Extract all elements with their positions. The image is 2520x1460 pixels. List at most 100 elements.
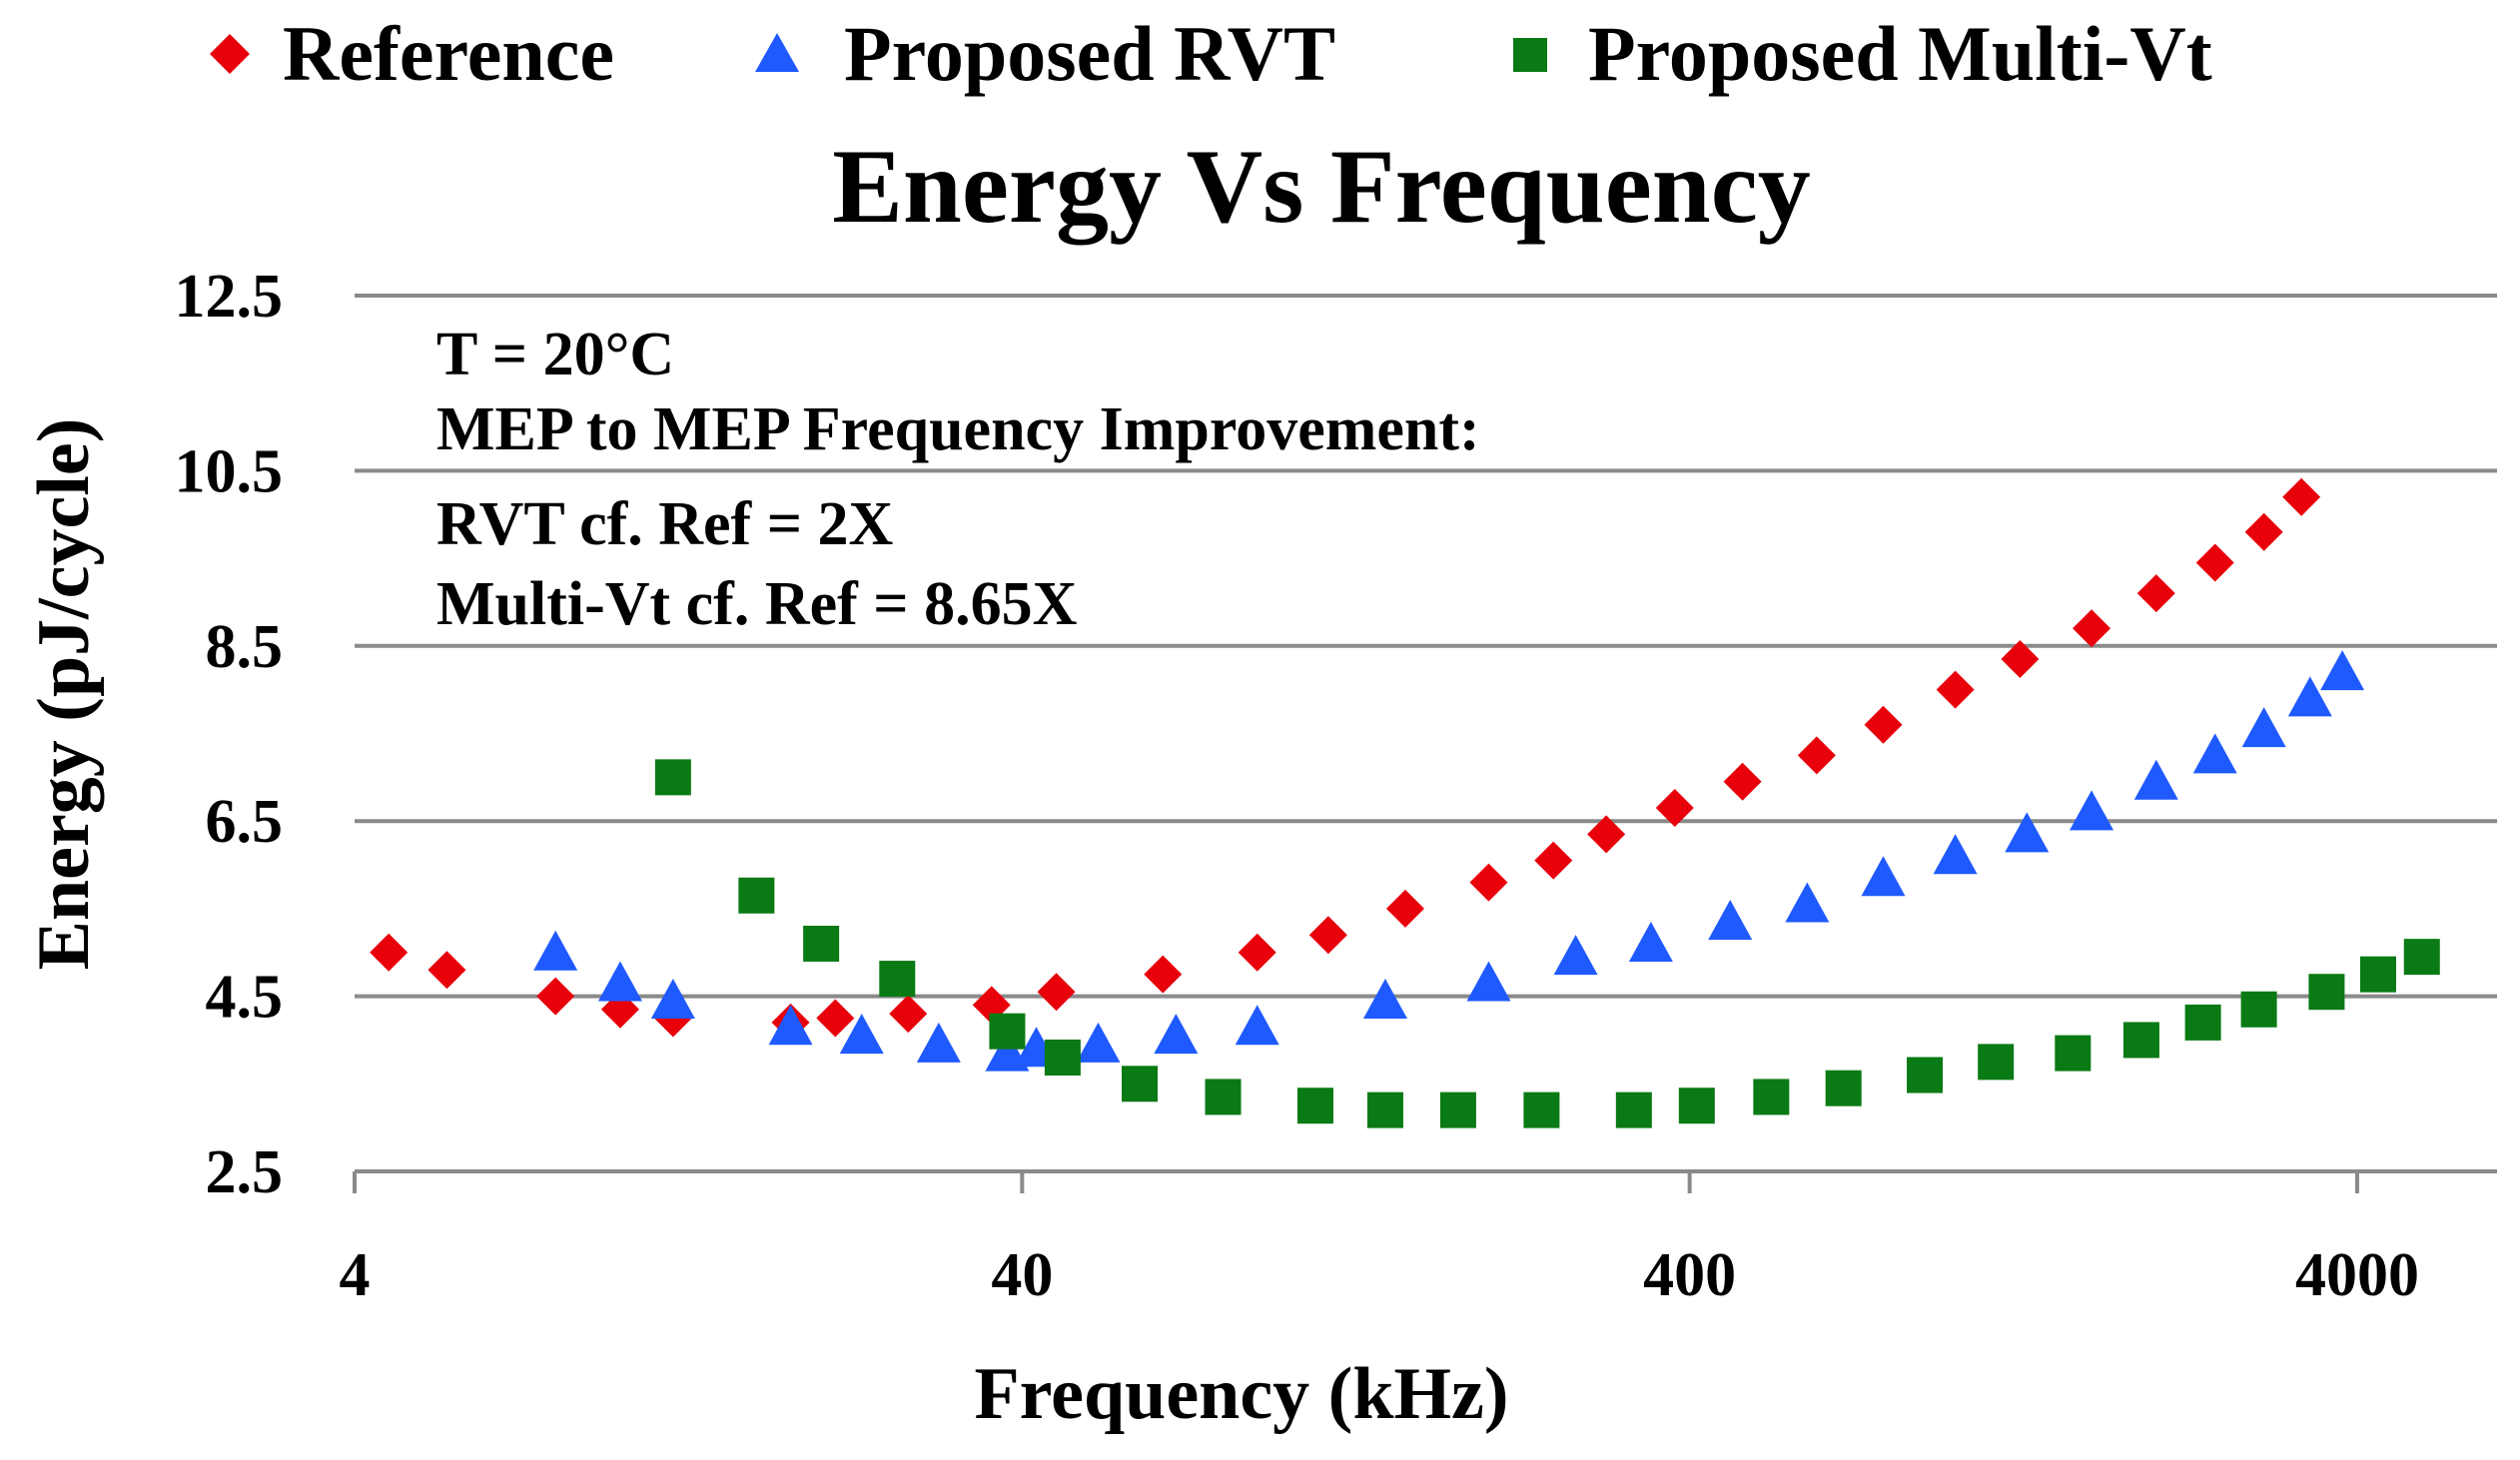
legend-marker-reference [210,34,250,74]
data-point-proposed-multi-vt [1678,1088,1715,1124]
x-tick-label: 40 [991,1241,1053,1309]
data-point-proposed-multi-vt [1523,1092,1560,1128]
annotation-multivt-improvement: Multi-Vt cf. Ref = 8.65X [436,570,1078,638]
data-point-proposed-multi-vt [1439,1092,1476,1128]
data-point-proposed-rvt [1628,921,1673,962]
data-point-proposed-multi-vt [1044,1039,1081,1076]
data-point-proposed-multi-vt [1122,1066,1159,1102]
x-tick-label: 4 [340,1241,371,1309]
data-point-reference [1936,670,1975,709]
data-point-proposed-multi-vt [2359,956,2396,993]
data-point-proposed-multi-vt [1907,1057,1944,1094]
data-point-proposed-rvt [1933,834,1978,875]
data-point-proposed-multi-vt [1615,1092,1652,1128]
data-point-proposed-multi-vt [2308,974,2345,1011]
legend-marker-proposed-multi-vt [1513,38,1547,72]
data-point-reference [427,951,466,990]
data-point-reference [816,999,855,1038]
data-point-proposed-multi-vt [738,877,775,914]
data-point-proposed-rvt [2320,650,2365,691]
legend-item-reference: Reference [210,10,614,97]
data-point-proposed-multi-vt [2122,1022,2159,1059]
data-point-proposed-rvt [650,978,695,1019]
data-point-proposed-multi-vt [2403,939,2440,976]
data-point-reference [1037,973,1076,1012]
data-point-reference [2136,574,2175,613]
data-point-reference [1308,916,1347,955]
data-point-proposed-multi-vt [2184,1004,2221,1041]
data-point-reference [2001,639,2040,678]
data-point-proposed-multi-vt [1978,1044,2015,1081]
data-point-proposed-multi-vt [654,759,691,796]
data-point-proposed-multi-vt [879,961,916,998]
legend-label-reference: Reference [283,10,614,97]
data-point-proposed-rvt [768,1005,813,1046]
legend-label-proposed-multi-vt: Proposed Multi-Vt [1588,10,2212,97]
data-point-proposed-rvt [2192,733,2237,774]
data-point-proposed-rvt [1861,856,1906,897]
y-tick-label: 2.5 [206,1138,284,1206]
legend-item-proposed-rvt: Proposed RVT [755,10,1335,97]
gridlines [353,294,2497,1193]
data-point-proposed-rvt [1076,1022,1121,1063]
data-point-reference [1534,841,1573,880]
legend-item-proposed-multi-vt: Proposed Multi-Vt [1513,10,2212,97]
data-point-reference [1385,889,1424,928]
data-point-reference [1238,933,1276,972]
y-tick-labels: 2.5 4.5 6.5 8.5 10.5 12.5 [175,263,284,1206]
legend: Reference Proposed RVT Proposed Multi-Vt [210,10,2212,97]
x-axis-title: Frequency (kHz) [974,1353,1508,1435]
data-point-proposed-multi-vt [2055,1035,2092,1072]
data-point-proposed-rvt [533,930,578,971]
y-tick-label: 8.5 [206,613,284,681]
annotation-rvt-improvement: RVT cf. Ref = 2X [436,490,894,558]
data-point-proposed-multi-vt [1366,1092,1403,1128]
data-point-proposed-rvt [597,961,642,1002]
y-axis-title: Energy (pJ/cycle) [23,418,105,971]
x-tick-label: 400 [1643,1241,1736,1309]
data-point-reference [536,977,575,1016]
data-point-proposed-rvt [2070,790,2114,831]
legend-marker-proposed-rvt [755,33,799,72]
x-tick-label: 4000 [2295,1241,2419,1309]
data-point-proposed-rvt [2287,676,2332,717]
data-point-proposed-multi-vt [803,925,840,962]
data-point-proposed-rvt [2241,707,2286,748]
data-point-reference [1587,815,1626,854]
data-point-proposed-multi-vt [1825,1070,1862,1106]
data-point-reference [370,933,409,972]
data-point-reference [889,995,928,1034]
data-point-proposed-rvt [916,1022,961,1063]
chart-title: Energy Vs Frequency [832,128,1811,245]
data-point-proposed-rvt [1235,1005,1279,1046]
data-point-proposed-multi-vt [2240,991,2277,1028]
x-tick-labels: 4 40 400 4000 [340,1241,2420,1309]
data-point-reference [1144,955,1183,994]
data-point-reference [1469,863,1508,902]
data-point-reference [2282,477,2321,516]
data-point-proposed-rvt [1154,1014,1199,1055]
data-point-proposed-rvt [1708,900,1753,941]
data-point-proposed-rvt [1553,935,1598,976]
data-point-reference [2244,512,2283,551]
data-point-reference [1864,705,1903,744]
data-point-reference [1723,762,1762,801]
data-point-proposed-rvt [2133,759,2178,800]
data-point-proposed-rvt [1785,882,1830,923]
data-point-reference [1797,736,1836,775]
data-point-reference [1655,789,1694,828]
data-point-proposed-rvt [839,1014,884,1055]
y-tick-label: 12.5 [175,263,284,331]
data-point-proposed-multi-vt [1753,1079,1790,1115]
annotation-block: T = 20°C MEP to MEP Frequency Improvemen… [436,321,1480,638]
legend-label-proposed-rvt: Proposed RVT [844,10,1335,97]
data-point-reference [2195,543,2234,582]
annotation-temperature: T = 20°C [436,321,674,388]
data-point-proposed-rvt [2005,812,2050,853]
data-point-reference [2073,609,2111,648]
y-tick-label: 10.5 [175,437,284,505]
data-point-proposed-rvt [1466,961,1511,1002]
data-point-proposed-rvt [1362,978,1407,1019]
data-point-proposed-multi-vt [1296,1088,1333,1124]
